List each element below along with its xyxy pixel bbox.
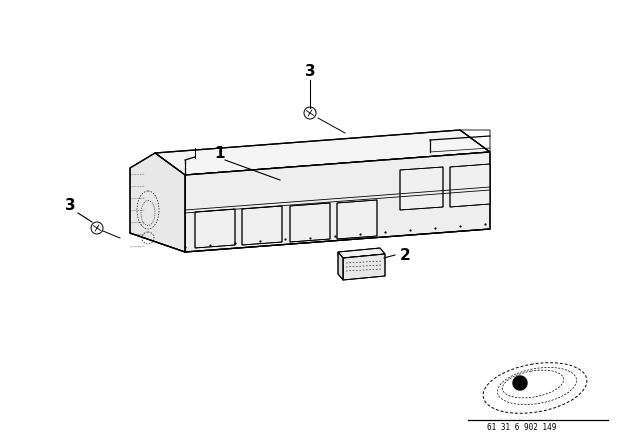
Text: 3: 3 bbox=[65, 198, 76, 212]
Polygon shape bbox=[338, 252, 343, 280]
Polygon shape bbox=[195, 209, 235, 248]
Polygon shape bbox=[337, 200, 377, 239]
Circle shape bbox=[513, 376, 527, 390]
Polygon shape bbox=[185, 152, 490, 252]
Polygon shape bbox=[242, 206, 282, 245]
Text: 3: 3 bbox=[305, 65, 316, 79]
Text: 1: 1 bbox=[215, 146, 225, 160]
Text: 2: 2 bbox=[399, 247, 410, 263]
Polygon shape bbox=[338, 248, 385, 258]
Polygon shape bbox=[155, 130, 490, 175]
Polygon shape bbox=[400, 167, 443, 210]
Text: 61 31 6 902 149: 61 31 6 902 149 bbox=[487, 423, 556, 432]
Polygon shape bbox=[290, 203, 330, 242]
Polygon shape bbox=[130, 153, 185, 252]
Polygon shape bbox=[343, 254, 385, 280]
Polygon shape bbox=[450, 164, 490, 207]
